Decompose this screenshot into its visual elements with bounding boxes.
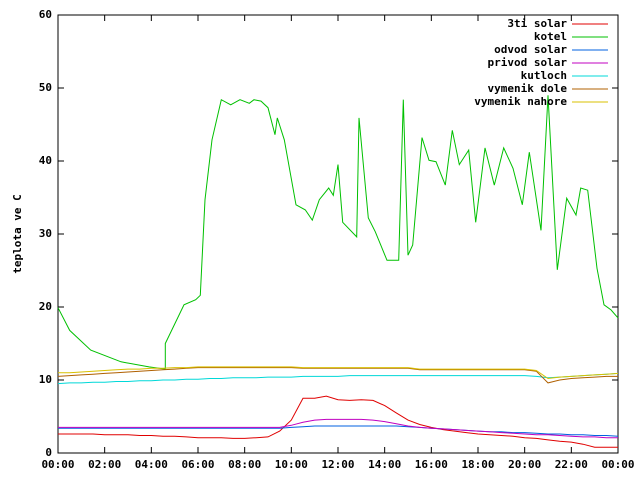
x-tick-label: 08:00 bbox=[228, 458, 261, 471]
series-line bbox=[57, 372, 619, 385]
x-tick-label: 18:00 bbox=[461, 458, 494, 471]
legend-label: kutloch bbox=[521, 69, 567, 82]
x-tick-label: 04:00 bbox=[135, 458, 168, 471]
x-tick-label: 06:00 bbox=[181, 458, 214, 471]
y-tick-label: 30 bbox=[39, 227, 52, 240]
legend-label: 3ti solar bbox=[507, 17, 567, 30]
series-line bbox=[58, 418, 618, 439]
x-tick-label: 20:00 bbox=[508, 458, 541, 471]
x-tick-label: 00:00 bbox=[41, 458, 74, 471]
y-axis-label: teplota ve C bbox=[11, 194, 24, 273]
series-line bbox=[58, 395, 618, 448]
legend-label: vymenik dole bbox=[488, 82, 568, 95]
series-line bbox=[57, 367, 618, 384]
x-tick-label: 14:00 bbox=[368, 458, 401, 471]
x-tick-label: 10:00 bbox=[275, 458, 308, 471]
x-tick-label: 12:00 bbox=[321, 458, 354, 471]
y-tick-label: 0 bbox=[45, 446, 52, 459]
series-line bbox=[58, 425, 619, 437]
y-tick-label: 50 bbox=[39, 81, 52, 94]
x-tick-label: 00:00 bbox=[601, 458, 634, 471]
x-tick-label: 16:00 bbox=[415, 458, 448, 471]
series-line bbox=[58, 366, 619, 380]
legend-label: kotel bbox=[534, 30, 567, 43]
y-tick-label: 10 bbox=[39, 373, 52, 386]
y-tick-label: 40 bbox=[39, 154, 52, 167]
legend-label: vymenik nahore bbox=[474, 95, 567, 108]
series-line bbox=[57, 95, 619, 370]
legend-label: privod solar bbox=[488, 56, 568, 69]
legend-label: odvod solar bbox=[494, 43, 567, 56]
y-tick-label: 20 bbox=[39, 300, 52, 313]
plot-border bbox=[57, 14, 619, 454]
x-tick-label: 02:00 bbox=[88, 458, 121, 471]
y-tick-label: 60 bbox=[39, 8, 52, 21]
x-tick-label: 22:00 bbox=[555, 458, 588, 471]
